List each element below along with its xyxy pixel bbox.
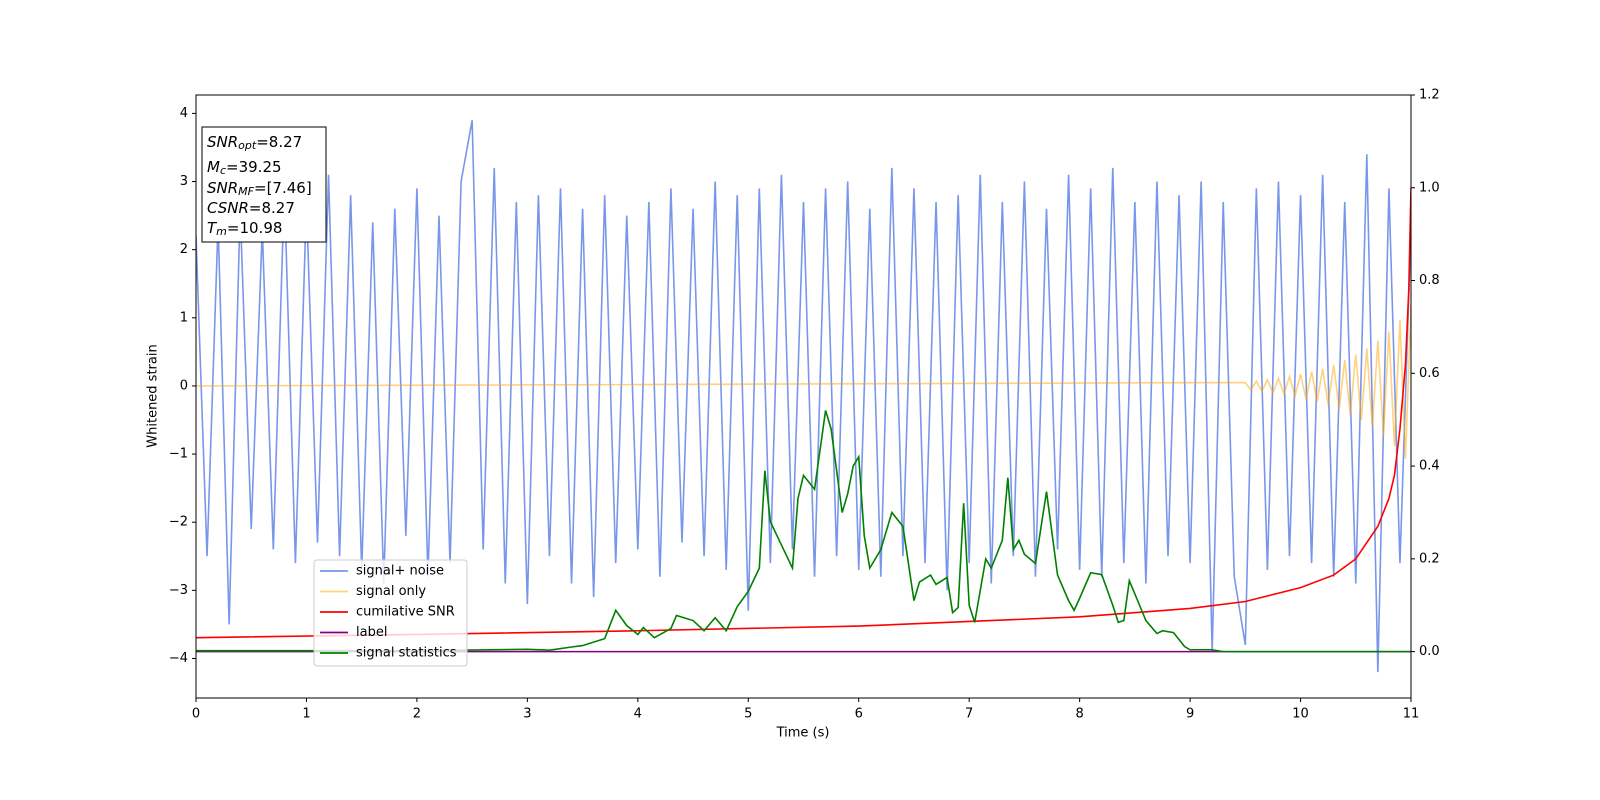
- annotation-sub: m: [216, 225, 227, 238]
- annotation-line: Tm=10.98: [207, 219, 282, 239]
- x-tick-label: 11: [1403, 707, 1420, 722]
- series-line: [196, 187, 1411, 639]
- annotation-base: SNR: [207, 179, 238, 197]
- annotation-box: [201, 126, 327, 243]
- y-tick-label: 0: [180, 378, 188, 393]
- x-tick-label: 1: [302, 707, 310, 722]
- annotation-base: T: [207, 219, 218, 237]
- y-tick-label: 4: [180, 106, 188, 121]
- annotation-sub: opt: [238, 139, 257, 152]
- annotation-sub: MF: [238, 185, 254, 198]
- x-tick-label: 9: [1186, 707, 1194, 722]
- y-tick-label: −1: [169, 447, 188, 462]
- annotation-text: =39.25: [226, 158, 282, 176]
- x-tick-label: 4: [634, 707, 642, 722]
- y-axis-label: Whitened strain: [146, 344, 161, 447]
- y-tick-label: −2: [169, 515, 188, 530]
- annotation-line: SNRopt=8.27: [207, 133, 302, 153]
- series-line: [196, 410, 1411, 653]
- legend-label: cumilative SNR: [356, 605, 455, 620]
- annotation-text: =8.27: [249, 199, 295, 217]
- legend-label: signal only: [356, 584, 426, 599]
- y2-tick-label: 1.0: [1419, 180, 1440, 195]
- annotation-base: M: [207, 158, 220, 176]
- series-line: [196, 304, 1411, 459]
- legend-label: label: [356, 625, 387, 640]
- annotation-line: SNRMF=[7.46]: [207, 179, 312, 199]
- x-tick-label: 2: [413, 707, 421, 722]
- annotation-base: CSNR: [207, 199, 249, 217]
- y-tick-label: 1: [180, 310, 188, 325]
- x-tick-label: 3: [523, 707, 531, 722]
- y-tick-label: −4: [169, 651, 188, 666]
- plot-frame: [195, 94, 1412, 699]
- x-tick-label: 10: [1292, 707, 1309, 722]
- x-tick-label: 7: [965, 707, 973, 722]
- x-tick-label: 5: [744, 707, 752, 722]
- y2-tick-label: 0.6: [1419, 366, 1440, 381]
- y2-tick-label: 1.2: [1419, 88, 1440, 103]
- y2-tick-label: 0.4: [1419, 459, 1440, 474]
- x-tick-label: 0: [192, 707, 200, 722]
- x-axis-label: Time (s): [776, 726, 830, 741]
- annotation-base: SNR: [207, 133, 238, 151]
- legend-frame: [313, 559, 468, 667]
- annotation-line: Mc=39.25: [207, 158, 282, 178]
- y-tick-label: 2: [180, 242, 188, 257]
- annotation-sub: c: [220, 164, 226, 177]
- legend-label: signal statistics: [356, 646, 457, 661]
- y-tick-label: 3: [180, 174, 188, 189]
- x-tick-label: 6: [855, 707, 863, 722]
- annotation-text: =[7.46]: [254, 179, 312, 197]
- legend-label: signal+ noise: [356, 564, 444, 579]
- annotation-text: =10.98: [227, 219, 283, 237]
- y-tick-label: −3: [169, 583, 188, 598]
- series-line: [196, 120, 1411, 673]
- annotation-line: CSNR=8.27: [207, 199, 295, 217]
- x-tick-label: 8: [1075, 707, 1083, 722]
- annotation-text: =8.27: [256, 133, 302, 151]
- y2-tick-label: 0.0: [1419, 644, 1440, 659]
- y2-tick-label: 0.2: [1419, 551, 1440, 566]
- y2-tick-label: 0.8: [1419, 273, 1440, 288]
